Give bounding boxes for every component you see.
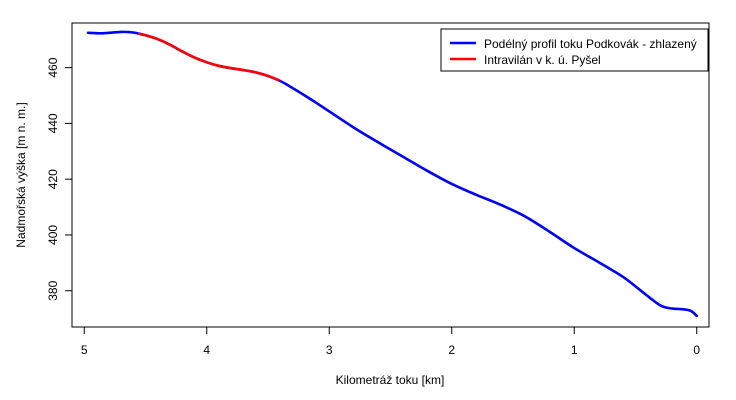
x-tick-label: 4 <box>203 343 210 357</box>
legend-label-podelny-profil: Podélný profil toku Podkovák - zhlazený <box>484 37 697 51</box>
x-axis: 5 4 3 2 1 0 <box>81 326 700 357</box>
legend-box <box>440 28 709 72</box>
y-axis-label: Nadmořská výška [m n. m.] <box>14 102 28 247</box>
x-tick-label: 5 <box>81 343 88 357</box>
y-tick-label: 460 <box>46 57 60 77</box>
y-tick-label: 400 <box>46 225 60 245</box>
legend: Podélný profil toku Podkovák - zhlazený … <box>440 28 709 72</box>
x-tick-label: 0 <box>693 343 700 357</box>
y-tick-label: 440 <box>46 113 60 133</box>
y-tick-label: 380 <box>46 280 60 300</box>
series-layer <box>86 30 699 318</box>
x-tick-label: 1 <box>571 343 578 357</box>
x-tick-label: 3 <box>326 343 333 357</box>
series-line-intravilan <box>138 32 280 82</box>
y-axis: 380 400 420 440 460 <box>46 57 73 301</box>
y-tick-label: 420 <box>46 169 60 189</box>
legend-label-intravilan: Intravilán v k. ú. Pyšel <box>484 53 601 67</box>
x-tick-label: 2 <box>448 343 455 357</box>
x-axis-label: Kilometráž toku [km] <box>336 373 445 387</box>
